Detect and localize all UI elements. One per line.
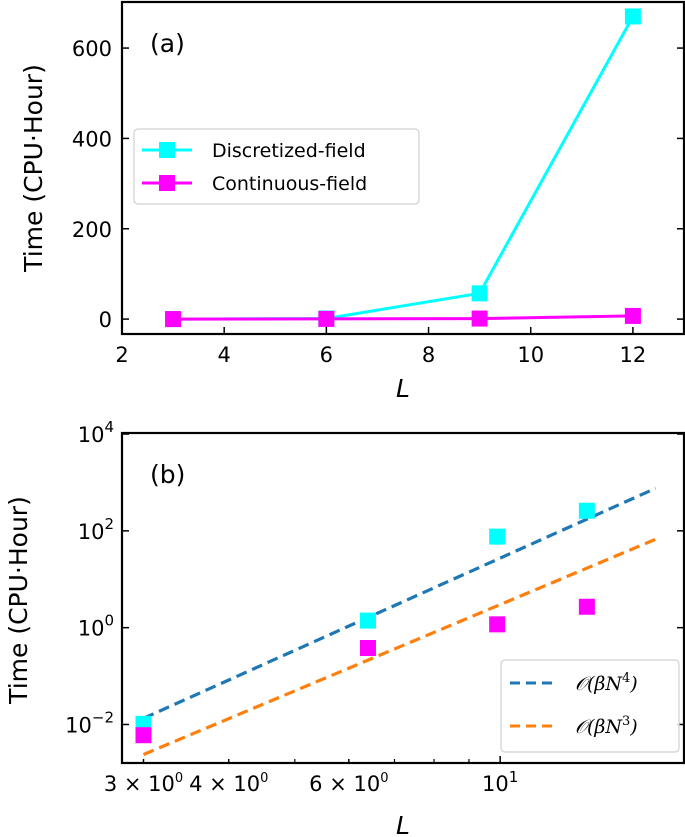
data-point-discretized (578, 502, 595, 519)
y-tick-label: 0 (99, 308, 112, 332)
legend-label-n3: 𝒪(βN3) (575, 714, 638, 738)
panel-a-legend: Discretized-field Continuous-field (133, 128, 420, 205)
legend-marker-continuous (159, 175, 175, 191)
data-point-continuous (165, 311, 182, 328)
data-point-continuous (471, 310, 488, 327)
data-point-discretized (489, 528, 506, 545)
y-tick-label: 100 (78, 612, 114, 641)
y-tick-label: 10−2 (65, 708, 114, 737)
x-tick-label: 2 (115, 343, 128, 367)
panel-a-label: (a) (150, 29, 185, 58)
x-tick-label: 6 × 100 (309, 771, 388, 796)
fit-line-n3 (142, 537, 657, 756)
panel-a-axes-frame (120, 0, 685, 336)
data-point-discretized (359, 612, 376, 629)
x-tick-label: 10 (517, 343, 544, 367)
x-tick-label: 4 × 100 (189, 771, 268, 796)
panel-a-y-axis-label: Time (CPU·Hour) (19, 64, 48, 273)
data-point-continuous (318, 310, 335, 327)
y-tick-label: 200 (72, 218, 112, 242)
x-tick-label: 6 (320, 343, 333, 367)
data-point-continuous (578, 598, 595, 615)
x-tick-label: 101 (482, 768, 518, 796)
series-line-continuous (173, 314, 633, 321)
x-tick-label: 3 × 100 (104, 771, 183, 796)
panel-a-x-axis-label: L (396, 374, 410, 403)
panel-b-legend: 𝒪(βN4) 𝒪(βN3) (500, 659, 680, 753)
y-tick-label: 600 (72, 37, 112, 61)
data-point-discretized (471, 285, 488, 302)
data-point-continuous (135, 727, 152, 744)
legend-frame (133, 128, 420, 205)
panel-b-label: (b) (150, 460, 185, 489)
fit-line-n4 (142, 486, 657, 720)
y-tick-label: 400 (72, 127, 112, 151)
y-tick-label: 102 (78, 515, 114, 544)
panel-b-x-axis-label: L (396, 811, 410, 837)
data-point-continuous (624, 307, 641, 324)
legend-marker-discretized (159, 142, 175, 158)
legend-label-continuous: Continuous-field (212, 173, 367, 195)
x-tick-label: 4 (217, 343, 230, 367)
y-tick-label: 104 (78, 418, 114, 447)
data-point-continuous (359, 639, 376, 656)
legend-label-discretized: Discretized-field (212, 140, 366, 162)
x-tick-label: 12 (620, 343, 647, 367)
data-point-discretized (624, 8, 641, 25)
data-point-continuous (489, 616, 506, 633)
panel-b: 3 × 100 4 × 100 6 × 100 101 10−2 100 102 104 (b… (4, 418, 685, 837)
panel-a: 2 4 6 8 10 12 0 200 400 600 (a) L Time (CPU·Hour)… (19, 0, 685, 403)
panel-b-axes-frame (120, 431, 685, 765)
legend-label-n4: 𝒪(βN4) (575, 671, 638, 695)
panel-b-y-axis-label: Time (CPU·Hour) (4, 496, 33, 705)
x-tick-label: 8 (422, 343, 435, 367)
